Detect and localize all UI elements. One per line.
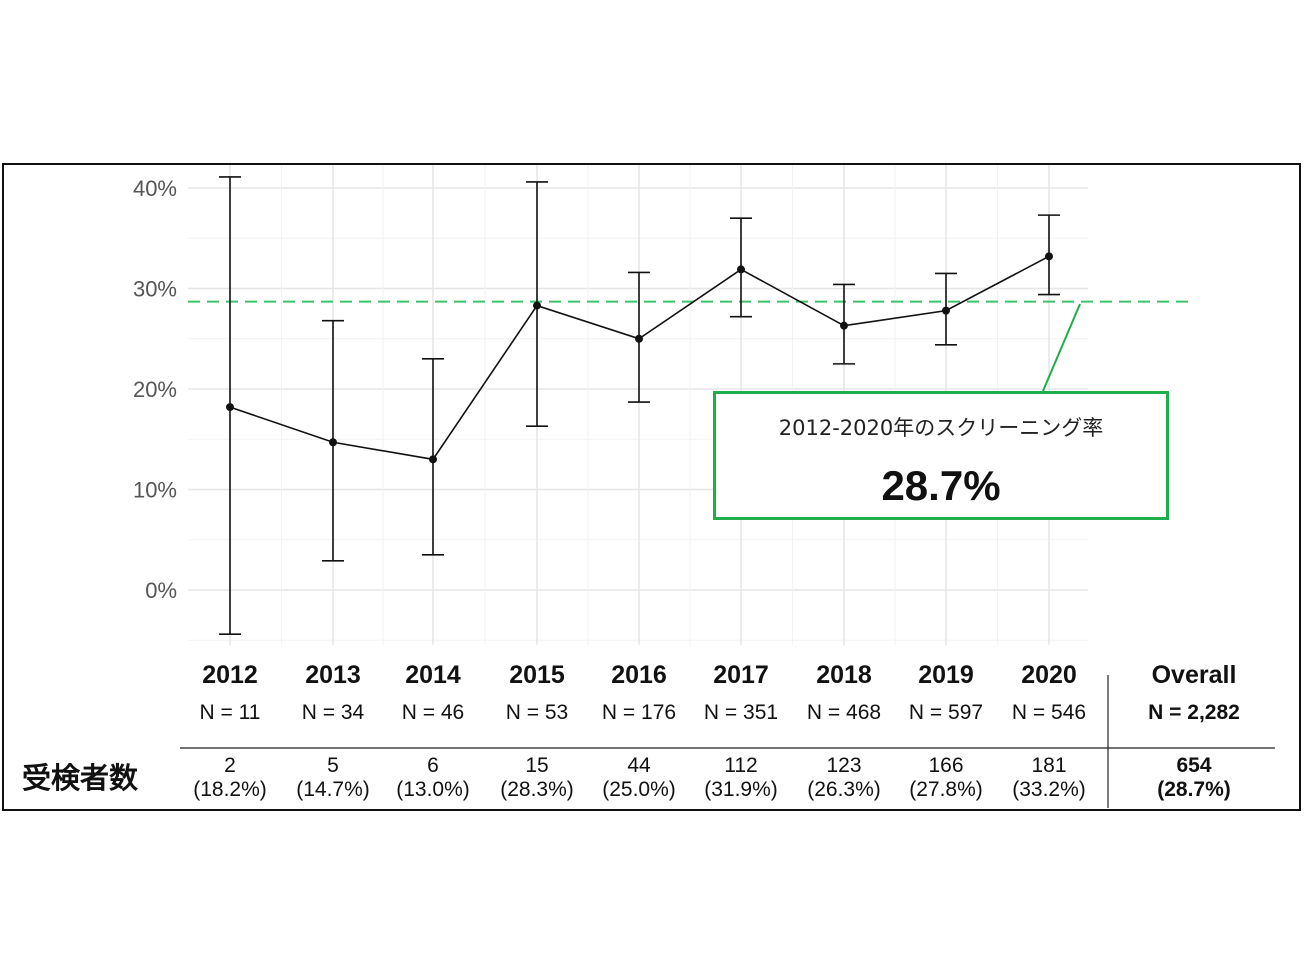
x-tick-label: 2017 [713,661,769,689]
data-point [840,321,848,330]
count-percent: (31.9%) [704,778,778,801]
n-label: N = 176 [602,701,676,724]
count-value: 123 [826,754,861,777]
data-point [329,438,337,447]
data-point [1045,252,1053,261]
overall-percent: (28.7%) [1157,778,1231,801]
count-value: 5 [327,754,339,777]
summary-table: 2012 N = 11 2(18.2%) 2013 N = 34 5(14.7%) 2014… [193,661,1240,801]
data-point [226,403,234,412]
count-value: 2 [224,754,236,777]
n-label: N = 468 [807,701,881,724]
figure-frame [2,163,1301,811]
annotation-connector [1042,303,1081,392]
data-points [226,252,1053,464]
count-percent: (26.3%) [807,778,881,801]
data-point [737,265,745,274]
count-value: 181 [1031,754,1066,777]
annotation-title: 2012-2020年のスクリーニング率 [778,416,1104,440]
count-percent: (14.7%) [296,778,370,801]
count-percent: (33.2%) [1012,778,1086,801]
x-tick-label: 2015 [509,661,565,689]
annotation-value: 28.7% [881,462,1001,509]
n-label: N = 34 [302,701,365,724]
n-label: N = 46 [402,701,464,724]
data-point [533,301,541,310]
count-value: 44 [627,754,651,777]
n-label: N = 11 [200,701,261,724]
x-tick-label: 2016 [611,661,667,689]
n-label: N = 53 [506,701,568,724]
y-tick-label: 0% [145,578,177,603]
count-percent: (27.8%) [909,778,983,801]
y-tick-label: 10% [133,478,177,503]
y-axis-ticks: 0% 10% 20% 30% 40% [133,176,177,603]
y-tick-label: 20% [133,377,177,402]
x-tick-label: 2013 [305,661,361,689]
data-point [635,334,643,343]
count-percent: (13.0%) [396,778,470,801]
x-tick-label: 2014 [405,661,461,689]
y-tick-label: 30% [133,277,177,302]
x-tick-label: 2019 [918,661,974,689]
table-row-label: 受検者数 [22,761,139,795]
x-tick-label: 2020 [1021,661,1077,689]
x-tick-label: 2018 [816,661,872,689]
overall-n: N = 2,282 [1148,701,1240,724]
n-label: N = 597 [909,701,983,724]
y-tick-label: 40% [133,176,177,201]
count-percent: (28.3%) [500,778,574,801]
n-label: N = 546 [1012,701,1086,724]
annotation-box: 2012-2020年のスクリーニング率 28.7% [713,391,1169,520]
overall-label: Overall [1152,661,1237,689]
data-point [942,306,950,315]
count-value: 6 [427,754,439,777]
overall-count: 654 [1176,754,1211,777]
count-percent: (25.0%) [602,778,676,801]
count-value: 166 [928,754,963,777]
count-value: 15 [525,754,548,777]
count-value: 112 [724,754,757,777]
data-point [429,455,437,464]
count-percent: (18.2%) [193,778,267,801]
n-label: N = 351 [704,701,778,724]
x-tick-label: 2012 [202,661,258,689]
